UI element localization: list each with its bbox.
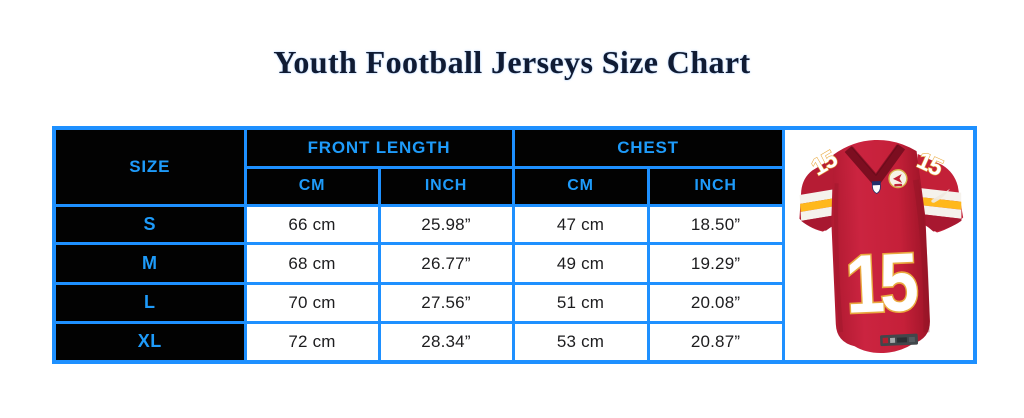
chiefs-patch-icon xyxy=(888,169,908,189)
chest-cm-s: 47 cm xyxy=(511,203,650,246)
size-label-xl: XL xyxy=(52,320,247,364)
jersey-side-shadow-left xyxy=(834,183,844,333)
chest-inch-m: 19.29” xyxy=(646,242,785,286)
chest-inch-xl: 20.87” xyxy=(646,320,785,364)
size-label-s: S xyxy=(52,203,247,246)
front-inch-m: 26.77” xyxy=(377,242,515,286)
header-size: SIZE xyxy=(52,126,247,207)
jock-tag xyxy=(880,333,919,347)
subheader-chest-inch: INCH xyxy=(646,166,785,207)
front-cm-xl: 72 cm xyxy=(243,320,381,364)
chest-cm-xl: 53 cm xyxy=(511,320,650,364)
jersey-image: 15 15 15 xyxy=(791,139,970,354)
table-row-l: L 70 cm 27.56” 51 cm 20.08” xyxy=(52,282,975,324)
table-header-row: SIZE FRONT LENGTH CHEST xyxy=(52,126,977,364)
table-row-m: M 68 cm 26.77” 49 cm 19.29” xyxy=(52,242,975,286)
front-inch-s: 25.98” xyxy=(377,203,515,246)
subheader-front-inch: INCH xyxy=(377,166,515,207)
table-row-xl: XL 72 cm 28.34” 53 cm 20.87” xyxy=(52,320,975,364)
front-cm-s: 66 cm xyxy=(243,203,381,246)
table-row-s: S 66 cm 25.98” 47 cm 18.50” xyxy=(52,203,975,246)
size-label-m: M xyxy=(52,242,247,286)
subheader-chest-cm: CM xyxy=(511,166,650,207)
chest-inch-s: 18.50” xyxy=(646,203,785,246)
header-front-length: FRONT LENGTH xyxy=(243,126,515,170)
nike-swoosh-icon xyxy=(931,188,951,203)
table-subheader-row: CM INCH CM INCH xyxy=(54,166,975,207)
nfl-shield-icon xyxy=(872,181,882,194)
chest-cm-m: 49 cm xyxy=(511,242,650,286)
chest-cm-l: 51 cm xyxy=(511,282,650,324)
jersey-image-cell: 15 15 15 xyxy=(781,126,977,364)
front-cm-l: 70 cm xyxy=(243,282,381,324)
subheader-front-cm: CM xyxy=(243,166,381,207)
jersey-torso xyxy=(831,139,931,354)
front-cm-m: 68 cm xyxy=(243,242,381,286)
jersey-number: 15 xyxy=(844,236,919,331)
size-chart-table: SIZE FRONT LENGTH CHEST xyxy=(52,126,978,364)
page-title: Youth Football Jerseys Size Chart xyxy=(273,44,751,80)
jersey-side-shadow-right xyxy=(913,179,930,333)
chest-inch-l: 20.08” xyxy=(646,282,785,324)
size-label-l: L xyxy=(52,282,247,324)
front-inch-l: 27.56” xyxy=(377,282,515,324)
front-inch-xl: 28.34” xyxy=(377,320,515,364)
header-chest: CHEST xyxy=(511,126,785,170)
jersey-collar-trim xyxy=(851,144,899,177)
